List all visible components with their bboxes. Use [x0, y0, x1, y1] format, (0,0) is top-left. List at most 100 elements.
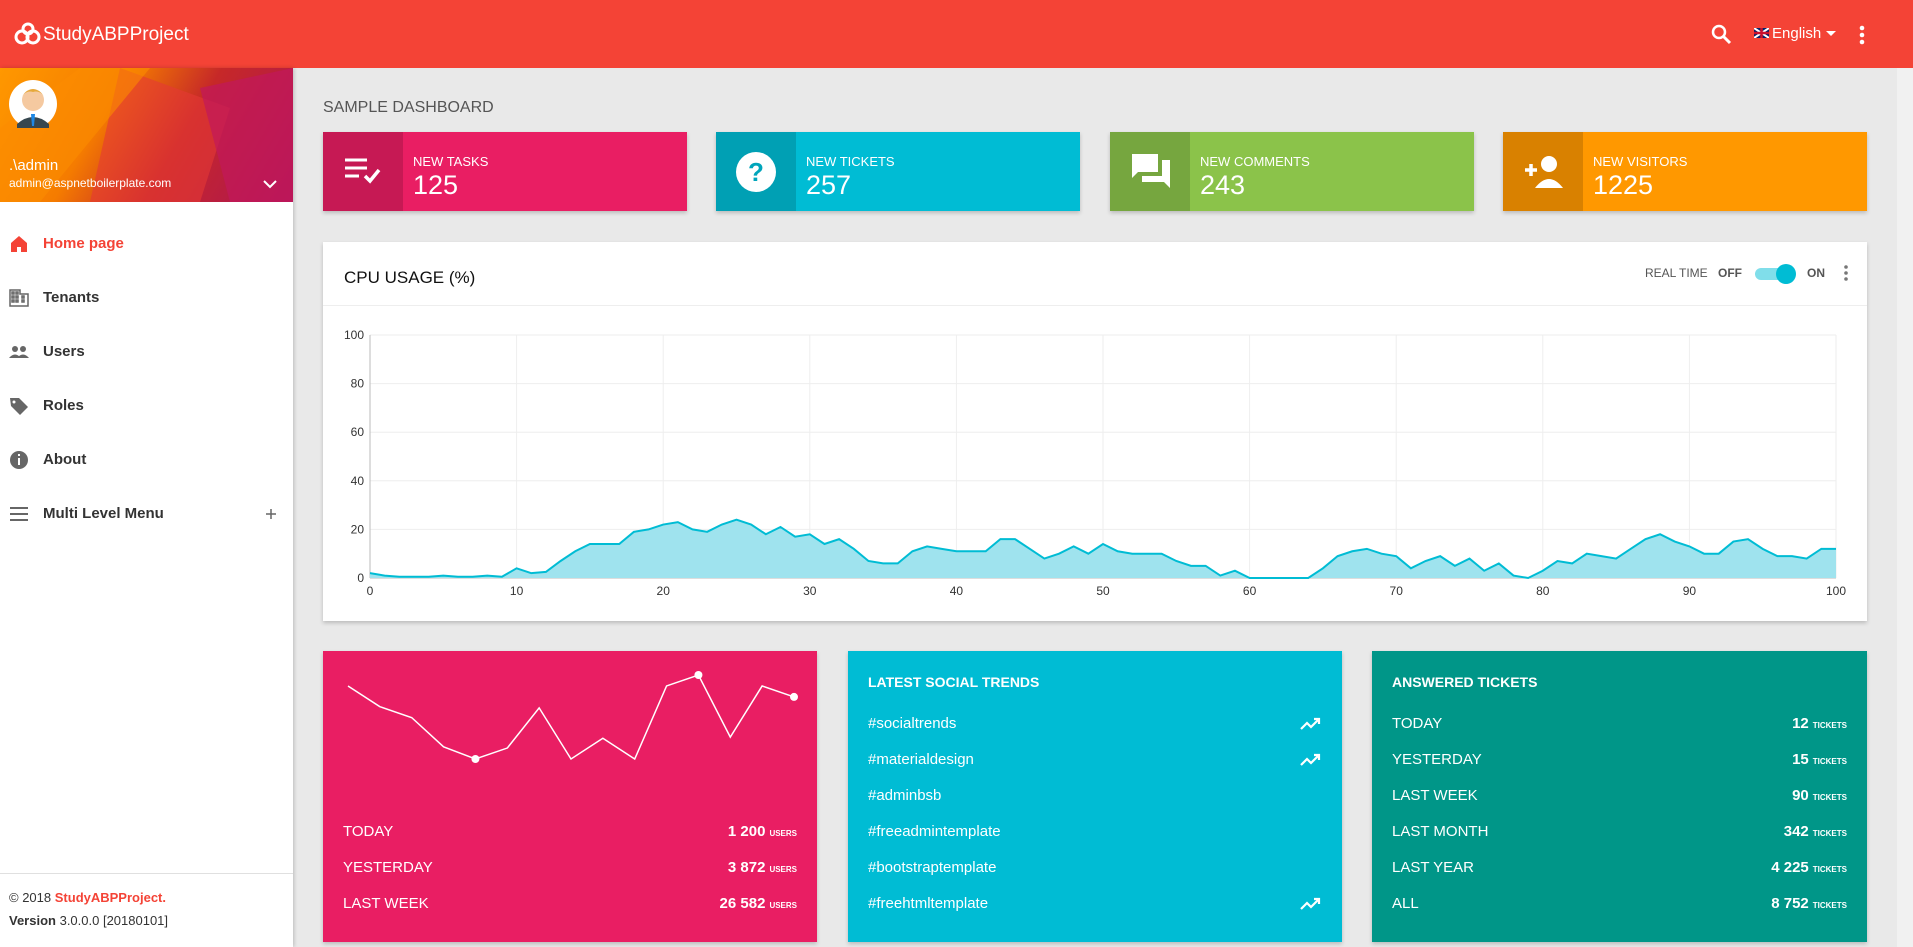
- stat-unit: USERS: [769, 901, 797, 910]
- expand-icon: [266, 509, 276, 519]
- menu-label: About: [43, 451, 87, 468]
- sparkline-marker: [790, 692, 798, 701]
- stat-row: TODAY 1 200 USERS: [343, 823, 797, 859]
- realtime-switch[interactable]: [1753, 260, 1799, 286]
- menu-item[interactable]: Multi Level Menu: [0, 487, 293, 541]
- trend-row[interactable]: #materialdesign: [868, 751, 1322, 787]
- x-tick-label: 100: [1826, 584, 1846, 598]
- trend-tag: #freehtmltemplate: [868, 895, 989, 912]
- trend-tag: #freeadmintemplate: [868, 823, 1001, 840]
- trend-row[interactable]: #socialtrends: [868, 715, 1322, 751]
- realtime-on[interactable]: ON: [1807, 266, 1825, 280]
- avatar[interactable]: [9, 80, 57, 128]
- user-name[interactable]: .\admin: [9, 157, 59, 174]
- x-tick-label: 10: [510, 584, 524, 598]
- footer-divider: [0, 873, 293, 874]
- stat-value-group: 8 752 TICKETS: [1771, 895, 1847, 912]
- search-icon[interactable]: [1711, 24, 1733, 46]
- menu-item[interactable]: Roles: [0, 379, 293, 433]
- stat-value: 12: [1792, 715, 1809, 732]
- info-box[interactable]: NEW VISITORS 1225: [1503, 132, 1867, 211]
- trend-row[interactable]: #bootstraptemplate: [868, 859, 1322, 895]
- stat-row: LAST MONTH 342 TICKETS: [1392, 823, 1847, 859]
- svg-text:?: ?: [748, 157, 764, 187]
- y-tick-label: 60: [351, 425, 365, 439]
- footer-brand[interactable]: StudyABPProject.: [54, 890, 166, 905]
- footer-version: Version 3.0.0.0 [20180101]: [9, 913, 168, 928]
- y-tick-label: 40: [351, 474, 365, 488]
- top-bar: StudyABPProject English: [0, 0, 1913, 68]
- x-tick-label: 50: [1096, 584, 1110, 598]
- menu-icon: [10, 507, 28, 521]
- info-box-icon: ?: [736, 152, 776, 192]
- y-tick-label: 100: [344, 328, 364, 342]
- y-tick-label: 80: [351, 377, 365, 391]
- sparkline-marker: [694, 671, 703, 679]
- realtime-off[interactable]: OFF: [1718, 266, 1742, 280]
- x-tick-label: 90: [1683, 584, 1697, 598]
- stat-unit: TICKETS: [1812, 865, 1847, 874]
- x-tick-label: 30: [803, 584, 817, 598]
- stat-value: 8 752: [1771, 895, 1809, 912]
- user-dropdown[interactable]: [263, 180, 277, 189]
- tickets-title: ANSWERED TICKETS: [1392, 674, 1538, 690]
- cpu-title: CPU USAGE (%): [344, 268, 476, 287]
- menu-label: Roles: [43, 397, 84, 414]
- info-box-icon-bg: [1503, 132, 1583, 211]
- menu-label: Multi Level Menu: [43, 505, 164, 522]
- sparkline-marker: [471, 755, 480, 763]
- cpu-area: [370, 519, 1836, 578]
- caret: [1826, 31, 1836, 36]
- info-box-value: 125: [413, 170, 459, 200]
- menu-item[interactable]: Tenants: [0, 271, 293, 325]
- info-box[interactable]: NEW COMMENTS 243: [1110, 132, 1474, 211]
- brand[interactable]: StudyABPProject: [43, 24, 189, 45]
- menu-icon: [10, 398, 28, 415]
- stat-label: LAST WEEK: [343, 895, 429, 912]
- stat-value-group: 90 TICKETS: [1792, 787, 1847, 804]
- info-box[interactable]: NEW TASKS 125: [323, 132, 687, 211]
- language[interactable]: English: [1772, 25, 1822, 42]
- menu-item[interactable]: Users: [0, 325, 293, 379]
- stat-value-group: 15 TICKETS: [1792, 751, 1847, 768]
- info-box-icon: [345, 158, 381, 184]
- trend-row[interactable]: #adminbsb: [868, 787, 1322, 823]
- trend-tag: #bootstraptemplate: [868, 859, 997, 876]
- stat-value: 4 225: [1771, 859, 1809, 876]
- copyright: © 2018: [9, 890, 52, 905]
- kebab-menu[interactable]: [1858, 24, 1866, 46]
- tickets-card: ANSWERED TICKETS TODAY 12 TICKETS YESTERDAY…: [1372, 651, 1867, 942]
- info-box[interactable]: ? NEW TICKETS 257: [716, 132, 1080, 211]
- trend-row[interactable]: #freehtmltemplate: [868, 895, 1322, 931]
- cpu-menu[interactable]: [1843, 264, 1849, 282]
- menu-item[interactable]: Home page: [0, 217, 293, 271]
- scrollbar[interactable]: [1897, 68, 1913, 947]
- trend-tag: #materialdesign: [868, 751, 974, 768]
- stat-label: LAST MONTH: [1392, 823, 1489, 840]
- stat-value-group: 3 872 USERS: [728, 859, 797, 876]
- x-tick-label: 60: [1243, 584, 1257, 598]
- info-box-icon-bg: [323, 132, 403, 211]
- cpu-chart: 0 20 40 60 80 100 0 10 20 30 40 50 60 70 80 90 100: [344, 328, 1846, 598]
- stat-row: YESTERDAY 3 872 USERS: [343, 859, 797, 895]
- stat-value-group: 26 582 USERS: [720, 895, 797, 912]
- stat-unit: USERS: [769, 829, 797, 838]
- menu-icon: [9, 346, 29, 358]
- stat-value: 1 200: [727, 823, 766, 840]
- trend-tag: #adminbsb: [868, 787, 942, 804]
- users-card: TODAY 1 200 USERS YESTERDAY 3 872 USERS LAST W…: [323, 651, 817, 942]
- stat-value-group: 12 TICKETS: [1792, 715, 1847, 732]
- menu-item[interactable]: About: [0, 433, 293, 487]
- version: 3.0.0.0 [20180101]: [59, 913, 169, 928]
- info-box-label: NEW TASKS: [413, 154, 489, 169]
- info-box-value: 257: [806, 170, 852, 200]
- menu-label: Home page: [43, 235, 124, 252]
- social-card: LATEST SOCIAL TRENDS #socialtrends #mater…: [848, 651, 1342, 942]
- user-background: [0, 68, 293, 202]
- logo-icon: [14, 22, 41, 45]
- trend-row[interactable]: #freeadmintemplate: [868, 823, 1322, 859]
- trend-icon: [1300, 717, 1321, 730]
- trend-icon: [1300, 753, 1321, 766]
- x-tick-label: 0: [367, 584, 374, 598]
- stat-label: LAST YEAR: [1392, 859, 1474, 876]
